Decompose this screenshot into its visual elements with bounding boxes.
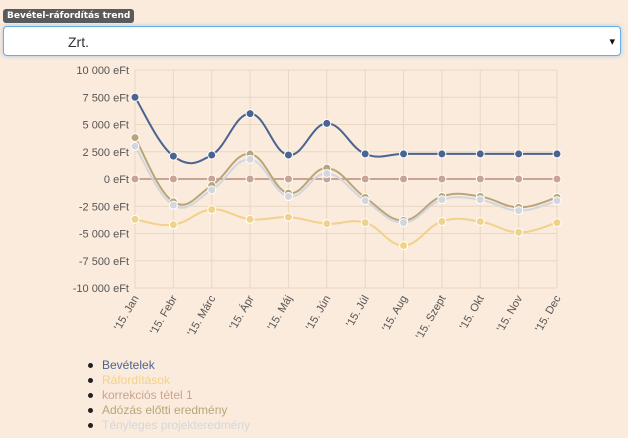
data-point bbox=[437, 195, 447, 205]
y-tick-label: 10 000 eFt bbox=[76, 65, 129, 77]
legend-bullet bbox=[88, 378, 93, 383]
x-tick-label: '15. Máj bbox=[266, 294, 295, 333]
x-tick-label: '15. Jún bbox=[304, 294, 333, 333]
data-point bbox=[552, 218, 562, 228]
x-tick-label: '15. Febr bbox=[148, 293, 180, 337]
panel-title-badge: Bevétel-ráfordítás trend bbox=[3, 9, 135, 23]
y-tick-label: -7 500 eFt bbox=[79, 256, 129, 268]
data-point bbox=[130, 214, 140, 224]
series-line bbox=[134, 145, 558, 224]
data-point bbox=[360, 218, 370, 228]
data-point bbox=[168, 200, 178, 210]
data-point bbox=[283, 191, 293, 201]
data-point bbox=[360, 149, 370, 159]
trend-line-chart: 10 000 eFt 7 500 eFt 5 000 eFt 2 500 eFt 0 e… bbox=[73, 65, 564, 342]
data-point bbox=[168, 151, 178, 161]
data-point bbox=[168, 174, 178, 184]
data-point bbox=[399, 149, 409, 159]
data-point bbox=[245, 214, 255, 224]
legend-label: Ráfordítások bbox=[102, 373, 171, 387]
data-point bbox=[207, 205, 217, 215]
data-point bbox=[283, 150, 293, 160]
y-tick-label: -5 000 eFt bbox=[79, 229, 129, 241]
x-tick-label: '15. Okt bbox=[458, 293, 487, 332]
data-point bbox=[322, 118, 332, 128]
data-point bbox=[360, 174, 370, 184]
data-point bbox=[475, 217, 485, 227]
data-point bbox=[130, 174, 140, 184]
data-point bbox=[207, 185, 217, 195]
data-point bbox=[437, 149, 447, 159]
data-point bbox=[399, 240, 409, 250]
data-point bbox=[130, 141, 140, 151]
y-tick-label: -2 500 eFt bbox=[79, 201, 129, 213]
data-point bbox=[283, 212, 293, 222]
data-point bbox=[399, 218, 409, 228]
data-point bbox=[245, 174, 255, 184]
x-tick-label: '15. Szept bbox=[414, 294, 449, 342]
data-point bbox=[514, 206, 524, 216]
company-select-value: Zrt. bbox=[68, 34, 89, 50]
data-point bbox=[130, 133, 140, 143]
x-tick-label: '15. Jan bbox=[112, 294, 141, 333]
data-point bbox=[514, 227, 524, 237]
legend-label: korrekciós tétel 1 bbox=[102, 388, 193, 402]
data-point bbox=[552, 196, 562, 206]
legend-item: Adózás előtti eredmény bbox=[86, 403, 250, 418]
data-point bbox=[552, 174, 562, 184]
y-tick-label: 0 eFt bbox=[104, 174, 129, 186]
data-point bbox=[130, 92, 140, 102]
legend-bullet bbox=[88, 363, 93, 368]
x-tick-label: '15. Ápr bbox=[227, 293, 257, 332]
legend-label: Adózás előtti eredmény bbox=[102, 403, 228, 417]
y-tick-label: 5 000 eFt bbox=[83, 120, 129, 132]
legend-item: Ráfordítások bbox=[86, 373, 250, 388]
data-point bbox=[399, 174, 409, 184]
series-line bbox=[134, 208, 558, 247]
data-point bbox=[475, 149, 485, 159]
legend-label: Tényleges projekteredmény bbox=[102, 418, 251, 432]
data-point bbox=[207, 150, 217, 160]
data-point bbox=[360, 196, 370, 206]
legend-item: korrekciós tétel 1 bbox=[86, 388, 250, 403]
x-tick-label: '15. Júl bbox=[344, 294, 372, 330]
x-tick-label: '15. Aug bbox=[380, 294, 410, 334]
legend-item: Tényleges projekteredmény bbox=[86, 418, 250, 433]
data-point bbox=[437, 217, 447, 227]
x-tick-label: '15. Márc bbox=[185, 293, 218, 338]
legend-bullet bbox=[88, 408, 93, 413]
data-point bbox=[437, 174, 447, 184]
legend-item: Bevételek bbox=[86, 358, 250, 373]
data-point bbox=[168, 220, 178, 230]
data-point bbox=[283, 174, 293, 184]
x-tick-label: '15. Dec bbox=[533, 293, 564, 334]
legend-bullet bbox=[88, 393, 93, 398]
x-tick-label: '15. Nov bbox=[495, 293, 526, 334]
data-point bbox=[322, 219, 332, 229]
y-tick-label: -10 000 eFt bbox=[73, 283, 129, 295]
data-point bbox=[514, 174, 524, 184]
series-line bbox=[134, 96, 557, 165]
y-tick-label: 7 500 eFt bbox=[83, 92, 129, 104]
data-point bbox=[475, 195, 485, 205]
legend-bullet bbox=[88, 423, 93, 428]
data-point bbox=[245, 109, 255, 119]
data-point bbox=[322, 169, 332, 179]
chevron-down-icon: ▾ bbox=[609, 36, 615, 48]
company-select[interactable]: Zrt. ▾ bbox=[3, 26, 621, 56]
legend-label: Bevételek bbox=[102, 358, 155, 372]
data-point bbox=[552, 149, 562, 159]
data-point bbox=[245, 154, 255, 164]
data-point bbox=[514, 149, 524, 159]
data-point bbox=[475, 174, 485, 184]
y-tick-label: 2 500 eFt bbox=[83, 147, 129, 159]
